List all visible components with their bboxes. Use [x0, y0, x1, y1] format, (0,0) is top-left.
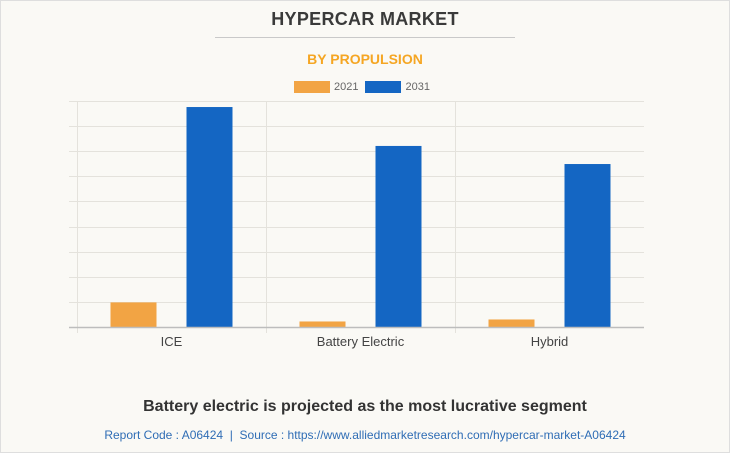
bar-hybrid-2021: [488, 319, 535, 327]
chart-title: HYPERCAR MARKET: [271, 9, 459, 29]
bar-battery-electric-2021: [299, 321, 346, 327]
x-tick-label-ice: ICE: [161, 334, 183, 349]
legend-label-2021: 2021: [334, 81, 359, 93]
bar-ice-2031: [186, 107, 233, 327]
legend-swatch-2031: [365, 81, 402, 93]
chart-subtitle: BY PROPULSION: [307, 51, 423, 67]
bar-battery-electric-2031: [375, 145, 422, 327]
bar-hybrid-2031: [564, 164, 611, 327]
legend-item-2031: 2031: [365, 81, 430, 93]
legend: 2021 2031: [294, 80, 437, 94]
legend-item-2021: 2021: [294, 81, 358, 93]
footer-headline: Battery electric is projected as the mos…: [143, 398, 587, 415]
title-divider: [215, 37, 515, 38]
bar-ice-2021: [110, 302, 157, 327]
x-tick-label-battery-electric: Battery Electric: [317, 334, 405, 349]
x-tick-label-hybrid: Hybrid: [531, 334, 569, 349]
legend-swatch-2021: [294, 81, 330, 93]
footer-source: Report Code : A06424 | Source : https://…: [104, 428, 626, 442]
legend-label-2031: 2031: [405, 81, 430, 93]
bar-chart: ICE Battery Electric Hybrid: [69, 101, 644, 349]
